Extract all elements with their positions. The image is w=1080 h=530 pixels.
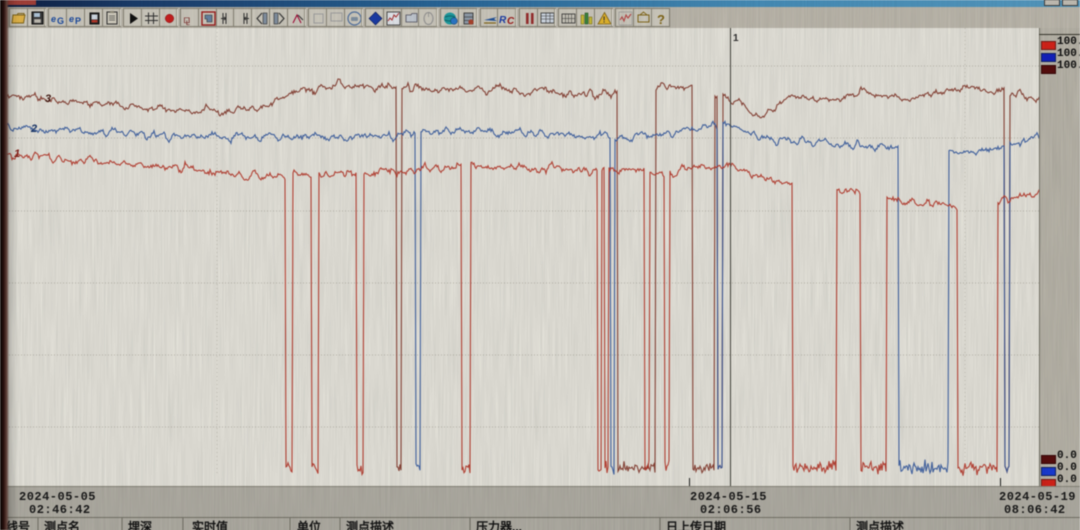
svg-text:!: ! bbox=[602, 16, 605, 25]
svg-text:G: G bbox=[57, 16, 64, 26]
svg-text:P: P bbox=[75, 16, 81, 26]
svg-text:e: e bbox=[51, 14, 56, 24]
svg-text:?: ? bbox=[657, 12, 665, 27]
svg-text:e: e bbox=[69, 14, 74, 24]
svg-text:R: R bbox=[499, 15, 507, 26]
svg-text:⚼: ⚼ bbox=[183, 14, 191, 26]
